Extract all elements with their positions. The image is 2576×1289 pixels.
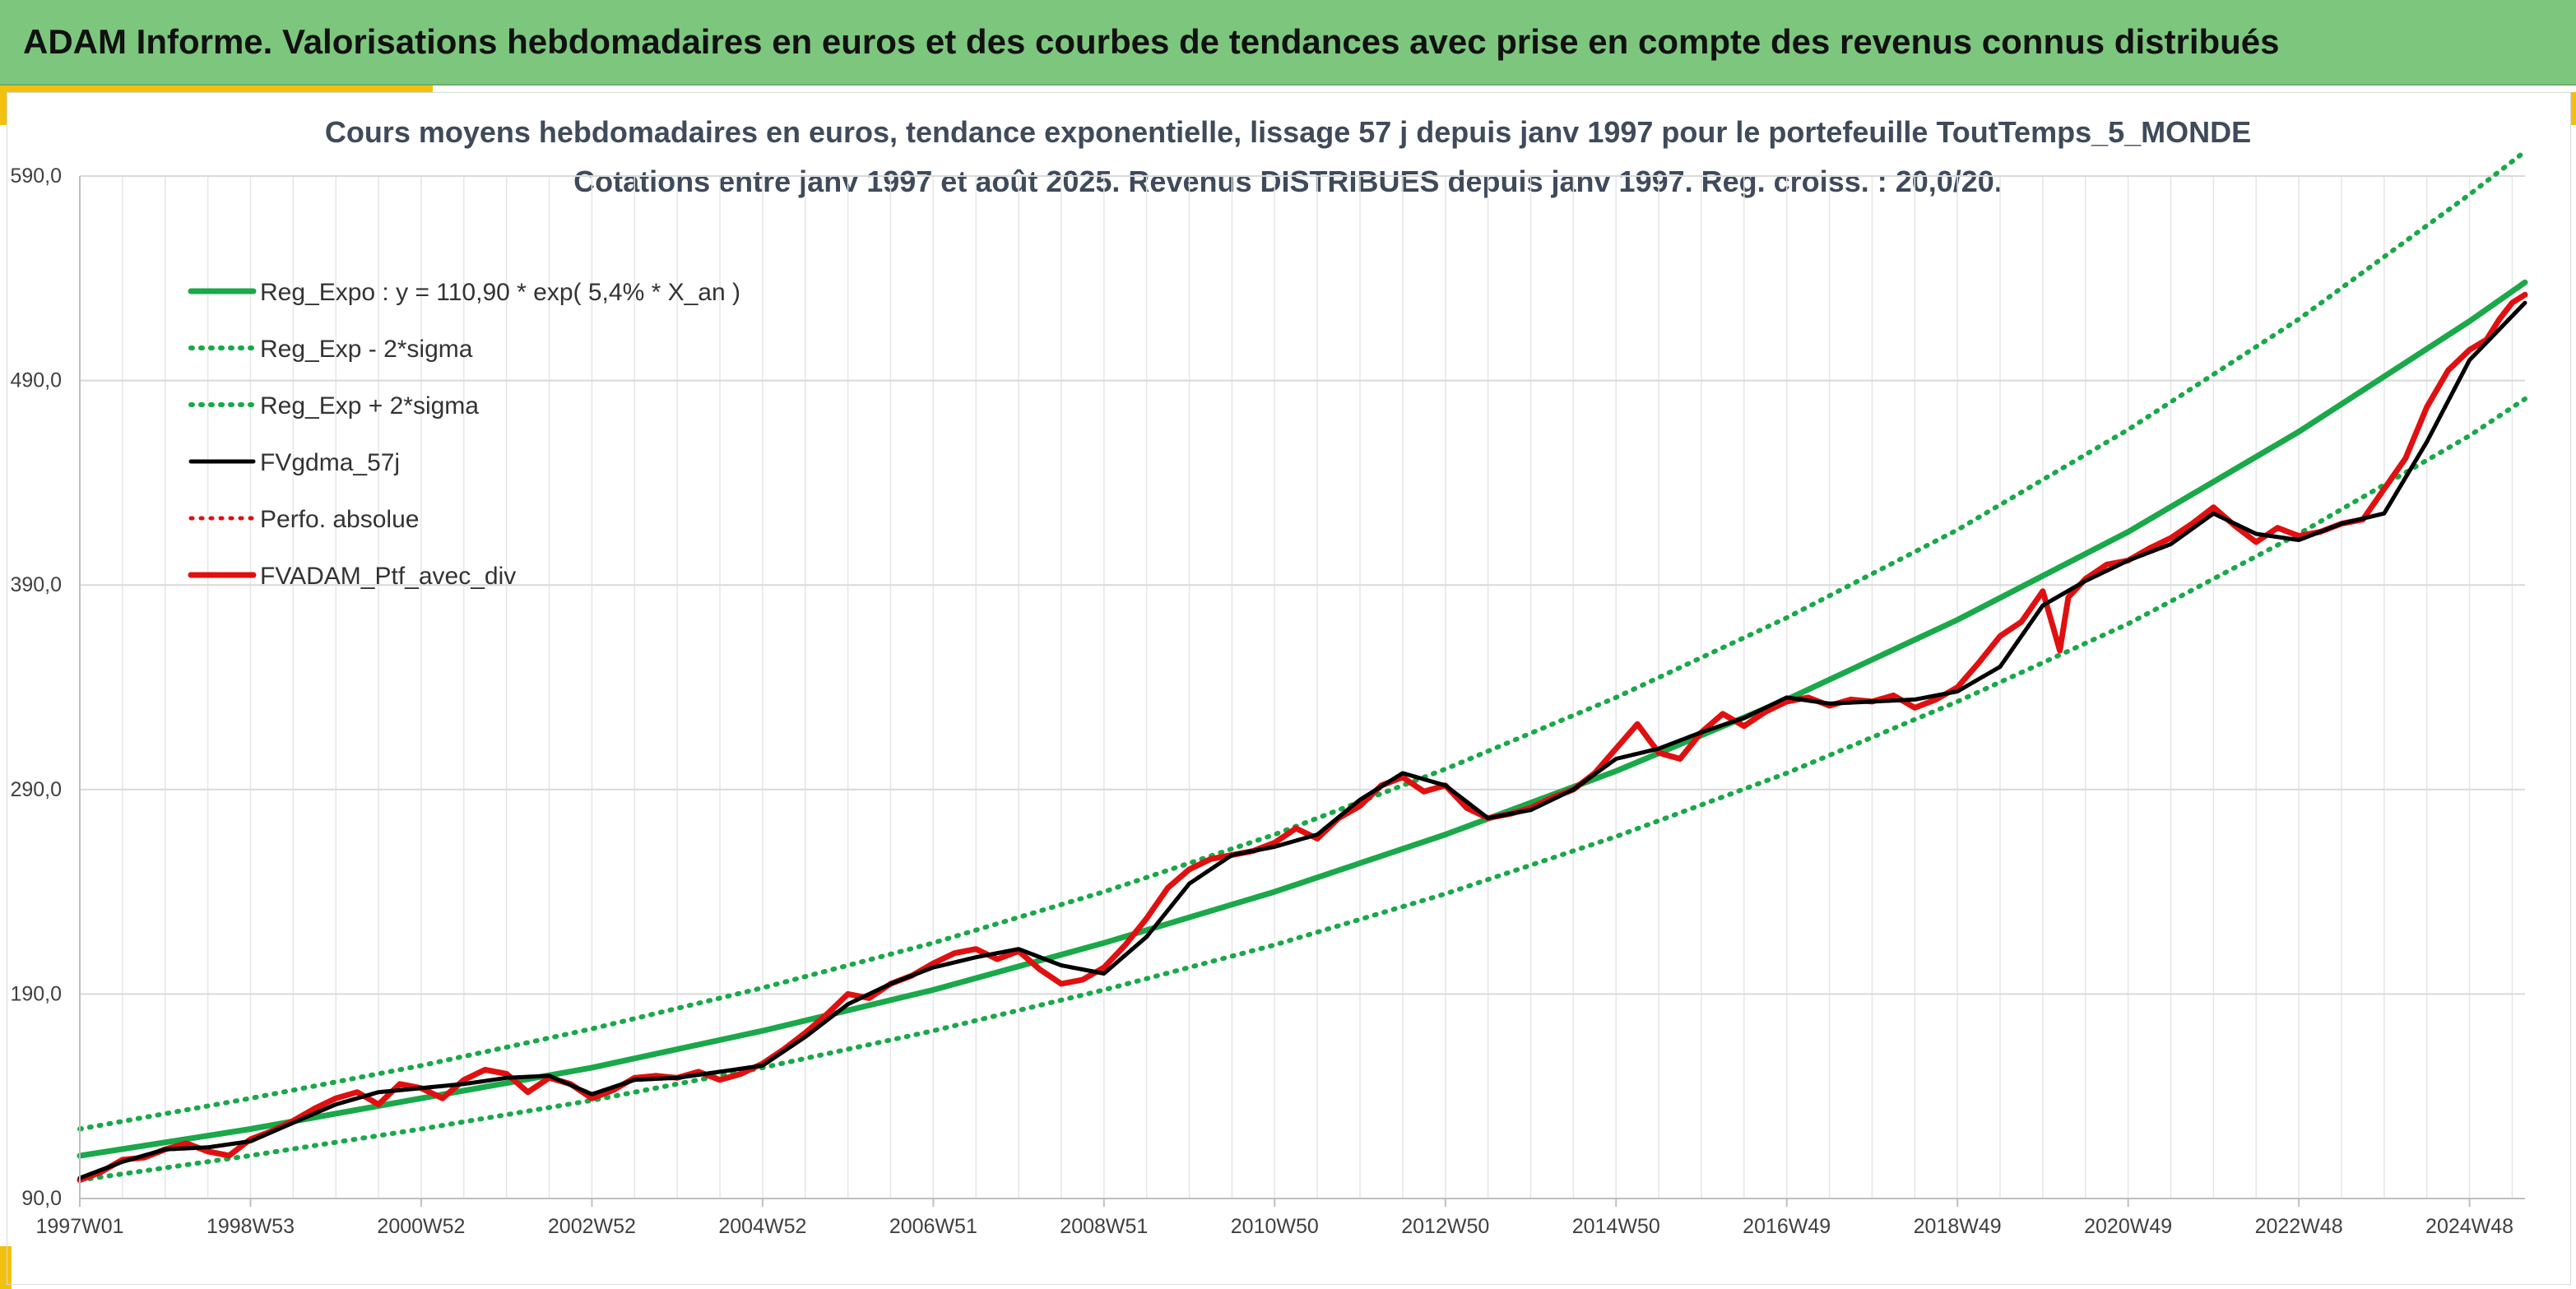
accent-bar-right: [2571, 92, 2576, 125]
x-tick-label: 2014W50: [1572, 1215, 1660, 1238]
accent-bar-bottom: [0, 1246, 12, 1289]
y-tick-label: 290,0: [10, 778, 62, 801]
y-tick-label: 90,0: [21, 1187, 62, 1210]
accent-bar-top: [0, 86, 433, 92]
x-tick-label: 2012W50: [1401, 1215, 1489, 1238]
legend: Reg_Expo : y = 110,90 * exp( 5,4% * X_an…: [188, 279, 740, 590]
series-line-portfolio-5: [77, 291, 2528, 1184]
y-tick-label: 490,0: [10, 369, 62, 392]
x-tick-label: 2008W51: [1060, 1215, 1148, 1238]
accent-bar-left: [0, 92, 7, 125]
legend-label-4: Perfo. absolue: [260, 506, 419, 533]
x-tick-label: 2006W51: [889, 1215, 977, 1238]
legend-label-5: FVADAM_Ptf_avec_div: [260, 563, 516, 590]
series-line-trend-0: [77, 279, 2528, 1159]
chart-frame: [7, 92, 2571, 1285]
chart-title: Cours moyens hebdomadaires en euros, ten…: [324, 115, 2252, 149]
x-tick-label: 1997W01: [35, 1215, 123, 1238]
x-tick-label: 2000W52: [377, 1215, 465, 1238]
x-tick-label: 2022W48: [2255, 1215, 2343, 1238]
legend-label-2: Reg_Exp + 2*sigma: [260, 392, 479, 420]
x-tick-label: 2024W48: [2425, 1215, 2513, 1238]
legend-label-0: Reg_Expo : y = 110,90 * exp( 5,4% * X_an…: [260, 279, 740, 306]
axes: 90,0 190,0 290,0 390,0 490,0 590,0 1997W01 1998…: [10, 165, 2525, 1238]
x-tick-label: 2002W52: [548, 1215, 636, 1238]
grid: [79, 175, 2525, 1199]
series-line-smoothed-3: [77, 300, 2527, 1180]
x-tick-label: 2020W49: [2084, 1215, 2172, 1238]
series-line-performance-4: [77, 300, 2527, 1180]
report-title: ADAM Informe. Valorisations hebdomadaire…: [23, 22, 2280, 61]
x-tick-label: 2010W50: [1231, 1215, 1319, 1238]
legend-label-1: Reg_Exp - 2*sigma: [260, 336, 473, 363]
y-tick-label: 190,0: [10, 982, 62, 1005]
report-header: ADAM Informe. Valorisations hebdomadaire…: [0, 0, 2576, 86]
series-lines: [77, 149, 2528, 1184]
x-tick-label: 2016W49: [1743, 1215, 1831, 1238]
y-tick-label: 390,0: [10, 573, 62, 596]
x-tick-label: 1998W53: [207, 1215, 295, 1238]
x-tick-label: 2018W49: [1914, 1215, 2002, 1238]
legend-label-3: FVgdma_57j: [260, 449, 400, 476]
chart-subtitle: Cotations entre janv 1997 et août 2025. …: [573, 165, 2003, 198]
y-tick-label: 590,0: [10, 165, 62, 188]
x-tick-label: 2004W52: [718, 1215, 806, 1238]
